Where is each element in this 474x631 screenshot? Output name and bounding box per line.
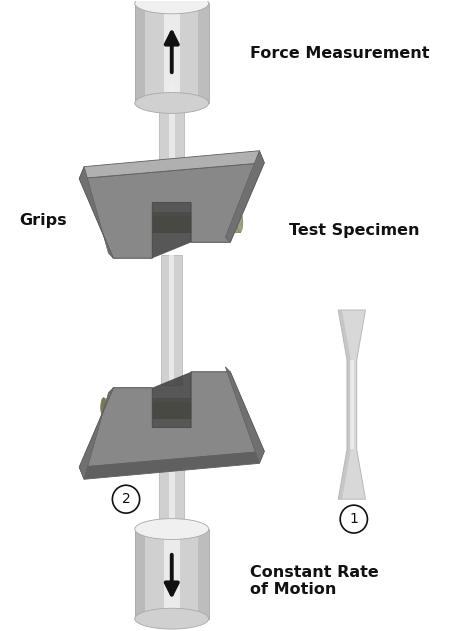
- Text: 2: 2: [122, 492, 130, 506]
- Polygon shape: [152, 203, 191, 258]
- Text: Constant Rate
of Motion: Constant Rate of Motion: [250, 565, 378, 597]
- Bar: [104, 213, 240, 216]
- Bar: [159, 83, 184, 166]
- Polygon shape: [338, 310, 365, 499]
- Bar: [164, 3, 180, 103]
- Bar: [104, 398, 240, 401]
- Bar: [135, 3, 145, 103]
- Bar: [169, 83, 175, 166]
- Bar: [104, 213, 240, 232]
- Polygon shape: [225, 151, 264, 242]
- Bar: [199, 529, 209, 618]
- Ellipse shape: [135, 93, 209, 114]
- Text: 1: 1: [349, 512, 358, 526]
- Ellipse shape: [135, 0, 209, 14]
- Bar: [135, 3, 209, 103]
- Polygon shape: [338, 310, 351, 499]
- Bar: [159, 464, 184, 544]
- Polygon shape: [79, 151, 264, 179]
- Ellipse shape: [135, 608, 209, 629]
- Polygon shape: [79, 387, 113, 480]
- Polygon shape: [79, 163, 264, 258]
- Text: Grips: Grips: [19, 213, 66, 228]
- Polygon shape: [152, 372, 191, 428]
- Text: Test Specimen: Test Specimen: [289, 223, 419, 238]
- Ellipse shape: [135, 519, 209, 540]
- Text: Force Measurement: Force Measurement: [250, 45, 429, 61]
- Bar: [199, 3, 209, 103]
- Polygon shape: [79, 372, 264, 468]
- Ellipse shape: [100, 213, 107, 232]
- Bar: [164, 529, 180, 618]
- Bar: [104, 398, 240, 418]
- Bar: [169, 256, 174, 385]
- Bar: [161, 256, 182, 385]
- Bar: [350, 360, 354, 449]
- Polygon shape: [79, 167, 113, 258]
- Bar: [135, 529, 209, 618]
- Bar: [135, 529, 145, 618]
- Polygon shape: [225, 367, 264, 463]
- Bar: [169, 464, 175, 544]
- Ellipse shape: [237, 213, 243, 232]
- Ellipse shape: [100, 398, 107, 418]
- Polygon shape: [79, 451, 264, 480]
- Ellipse shape: [237, 398, 243, 418]
